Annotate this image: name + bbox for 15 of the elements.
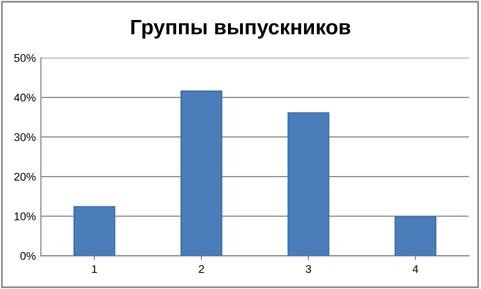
y-tick-label: 20% bbox=[14, 172, 36, 181]
bar bbox=[74, 206, 116, 256]
y-tick-label: 40% bbox=[14, 94, 36, 102]
y-tick-label: 0% bbox=[20, 252, 36, 260]
x-tick-label: 1 bbox=[92, 265, 97, 273]
bar bbox=[180, 90, 222, 256]
y-tick-label: 30% bbox=[14, 133, 36, 142]
chart-title: Группы выпускников bbox=[131, 20, 350, 39]
bar bbox=[394, 216, 436, 256]
x-tick-label: 3 bbox=[306, 265, 312, 273]
y-tick-label: 50% bbox=[14, 54, 36, 62]
x-tick-label: 4 bbox=[412, 265, 418, 273]
bar bbox=[288, 112, 330, 256]
y-tick-label: 10% bbox=[14, 212, 36, 220]
x-tick-label: 2 bbox=[198, 265, 204, 273]
